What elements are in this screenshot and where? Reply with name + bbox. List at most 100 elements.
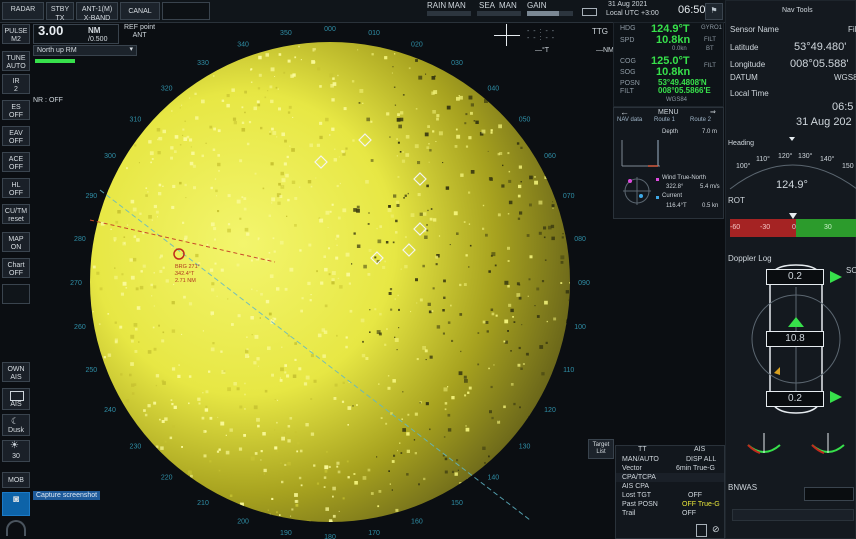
radar-echo <box>497 152 500 156</box>
radar-echo <box>125 287 128 289</box>
radar-scope[interactable]: BRG 271° 342.4°T 2.71 NM 000 010 020 030 040… <box>60 0 620 539</box>
radar-echo <box>345 252 350 257</box>
nav-tools-panel: Nav Tools Sensor Name Fil Latitude 53°49… <box>725 0 856 539</box>
tune-button[interactable]: TUNE AUTO <box>2 51 30 71</box>
radar-echo <box>406 473 409 476</box>
eav-button[interactable]: EAV OFF <box>2 126 30 146</box>
radar-echo <box>299 449 303 453</box>
radar-echo <box>229 428 233 432</box>
rot-bar <box>730 219 856 237</box>
cursor-target-marker[interactable] <box>173 248 185 260</box>
standby-tx-button[interactable]: STBY TX <box>46 2 74 22</box>
hl-button[interactable]: HL OFF <box>2 178 30 198</box>
radar-echo <box>225 450 230 455</box>
radar-echo <box>278 182 281 186</box>
blank-left-button[interactable] <box>2 284 30 304</box>
radar-echo <box>392 241 395 244</box>
wind-current-compass <box>623 177 651 205</box>
tab-nav-data[interactable]: NAV data <box>617 117 643 123</box>
radar-echo <box>96 271 100 275</box>
radar-echo <box>529 175 533 180</box>
radar-echo <box>264 96 267 99</box>
radar-echo <box>107 313 110 315</box>
radar-echo <box>565 290 570 294</box>
radar-echo <box>329 73 334 78</box>
pulse-button[interactable]: PULSE M2 <box>2 24 30 44</box>
radar-echo <box>298 367 302 371</box>
bottom-left-icon[interactable] <box>6 520 26 536</box>
mob-button[interactable]: MOB <box>2 472 30 488</box>
radar-echo <box>194 92 197 95</box>
radar-echo <box>227 223 231 226</box>
ir-button[interactable]: IR 2 <box>2 74 30 94</box>
tab-route-2[interactable]: Route 2 <box>690 117 712 123</box>
target-diamond <box>314 155 328 169</box>
tt-row-cpa-tcpa[interactable]: CPA/TCPA <box>616 473 724 482</box>
radar-echo <box>253 361 257 365</box>
map-button[interactable]: MAP ON <box>2 232 30 252</box>
tt-row-past-posn[interactable]: Past POSN OFF True-G <box>622 501 720 508</box>
own-ais-button[interactable]: OWN AIS <box>2 362 30 382</box>
cancel-icon[interactable]: ⊘ <box>712 524 720 534</box>
tt-row-trail[interactable]: Trail OFF <box>622 510 696 517</box>
tt-header[interactable]: TT <box>638 446 647 453</box>
latitude-value-right: 53°49.480' <box>794 41 847 53</box>
sea-slider[interactable] <box>477 11 521 16</box>
brightness-button[interactable]: 30 <box>2 440 30 462</box>
current-legend-icon <box>656 196 659 199</box>
alert-icon[interactable]: ⚑ <box>705 3 723 20</box>
radar-echo <box>220 268 224 272</box>
bnwas-display <box>804 487 854 501</box>
target-symbols[interactable] <box>314 133 427 265</box>
radar-echo <box>209 460 212 463</box>
ais-header[interactable]: AIS <box>694 446 706 453</box>
ace-button[interactable]: ACE OFF <box>2 152 30 172</box>
trash-icon[interactable] <box>696 524 707 537</box>
radar-echo <box>432 130 435 133</box>
expand-icon[interactable]: ⇒ <box>710 109 716 116</box>
radar-echo <box>171 301 175 305</box>
radar-echo <box>325 117 329 122</box>
radar-echo <box>269 513 271 515</box>
antenna-band-button[interactable]: ANT-1(M) X-BAND <box>76 2 118 22</box>
tt-row-man-auto[interactable]: MAN/AUTO DISP ALL <box>622 456 717 463</box>
blank-button[interactable] <box>162 2 210 20</box>
heading-tick-100: 100° <box>736 163 751 170</box>
gain-slider[interactable] <box>527 11 573 16</box>
tt-row-ais-cpa[interactable]: AIS CPA <box>622 483 650 490</box>
back-arrow-icon[interactable]: ← <box>620 107 629 117</box>
dusk-button[interactable]: Dusk <box>2 414 30 436</box>
radar-echo <box>251 288 253 291</box>
tt-row-vector[interactable]: Vector 6min True-G <box>622 465 715 472</box>
radar-button[interactable]: RADAR <box>2 2 44 20</box>
radar-echo <box>345 147 348 150</box>
depth-label: Depth <box>662 129 679 135</box>
target-list-button[interactable]: Target List <box>588 439 614 459</box>
doppler-bottom-value: 0.2 <box>766 391 824 407</box>
canal-button[interactable]: CANAL <box>120 2 160 20</box>
radar-echo <box>329 134 331 136</box>
radar-echo <box>295 503 299 507</box>
battery-icon <box>582 8 597 16</box>
posn-label: POSN <box>620 80 640 87</box>
radar-echo <box>376 456 378 458</box>
radar-echo <box>312 48 316 52</box>
rain-slider[interactable] <box>427 11 471 16</box>
hdg-label: HDG <box>620 25 636 32</box>
cu-tm-reset-button[interactable]: CU/TM reset <box>2 204 30 224</box>
radar-echo <box>374 256 377 259</box>
camera-button[interactable]: ◙ <box>2 492 30 516</box>
range-box[interactable]: 3.00 NM /0.500 <box>33 24 119 44</box>
tab-route-1[interactable]: Route 1 <box>654 117 676 123</box>
es-button[interactable]: ES OFF <box>2 100 30 120</box>
tt-row-lost-tgt[interactable]: Lost TGT OFF <box>622 492 702 499</box>
orientation-select[interactable]: North up RM ▾ <box>33 45 137 56</box>
radar-echo <box>507 246 510 250</box>
chart-button[interactable]: Chart OFF <box>2 258 30 278</box>
radar-echo <box>353 208 357 212</box>
radar-echo <box>379 225 382 228</box>
radar-echo <box>279 514 281 516</box>
radar-echo <box>243 434 246 437</box>
radar-echo <box>382 265 386 269</box>
radar-echo <box>267 346 271 350</box>
